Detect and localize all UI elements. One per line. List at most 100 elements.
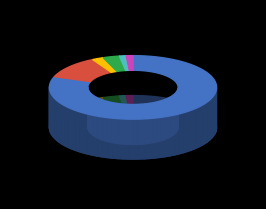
Polygon shape xyxy=(51,93,52,135)
Polygon shape xyxy=(126,56,133,70)
Polygon shape xyxy=(205,102,207,144)
Polygon shape xyxy=(119,104,122,144)
Polygon shape xyxy=(133,119,139,159)
Polygon shape xyxy=(198,106,202,147)
Polygon shape xyxy=(128,119,133,159)
Polygon shape xyxy=(123,119,128,159)
Polygon shape xyxy=(160,117,165,157)
Polygon shape xyxy=(139,119,144,159)
Polygon shape xyxy=(93,98,117,112)
Polygon shape xyxy=(155,102,158,142)
Polygon shape xyxy=(174,114,179,155)
Polygon shape xyxy=(183,112,188,153)
Polygon shape xyxy=(49,96,217,159)
Polygon shape xyxy=(79,112,83,153)
Polygon shape xyxy=(92,94,93,135)
Polygon shape xyxy=(100,99,102,140)
Polygon shape xyxy=(49,56,217,119)
Polygon shape xyxy=(59,102,62,144)
Polygon shape xyxy=(130,104,133,144)
Polygon shape xyxy=(49,89,50,131)
Polygon shape xyxy=(136,104,139,144)
Polygon shape xyxy=(75,110,79,152)
Polygon shape xyxy=(109,102,111,142)
Polygon shape xyxy=(126,96,133,110)
Polygon shape xyxy=(122,104,124,144)
Polygon shape xyxy=(62,104,65,146)
Polygon shape xyxy=(103,56,126,71)
Polygon shape xyxy=(175,92,176,133)
Polygon shape xyxy=(145,104,147,144)
Polygon shape xyxy=(117,119,123,159)
Polygon shape xyxy=(119,96,129,110)
Polygon shape xyxy=(93,96,94,136)
Polygon shape xyxy=(158,101,160,142)
Polygon shape xyxy=(104,101,106,141)
Polygon shape xyxy=(72,109,75,150)
Polygon shape xyxy=(103,96,126,111)
Polygon shape xyxy=(155,117,160,158)
Polygon shape xyxy=(179,113,183,154)
Polygon shape xyxy=(167,98,168,139)
Polygon shape xyxy=(68,107,72,149)
Polygon shape xyxy=(96,97,98,138)
Polygon shape xyxy=(91,93,92,134)
Polygon shape xyxy=(90,92,91,133)
Polygon shape xyxy=(153,102,155,143)
Polygon shape xyxy=(55,99,57,140)
Polygon shape xyxy=(191,109,195,150)
Polygon shape xyxy=(53,97,55,138)
Polygon shape xyxy=(89,91,90,132)
Polygon shape xyxy=(170,96,172,137)
Polygon shape xyxy=(202,104,205,145)
Polygon shape xyxy=(160,101,162,141)
Polygon shape xyxy=(169,115,174,156)
Polygon shape xyxy=(162,100,164,140)
Polygon shape xyxy=(144,119,149,159)
Polygon shape xyxy=(211,96,213,138)
Polygon shape xyxy=(98,98,100,139)
Polygon shape xyxy=(173,94,174,135)
Polygon shape xyxy=(54,99,111,121)
Polygon shape xyxy=(174,93,175,134)
Polygon shape xyxy=(176,91,177,132)
Polygon shape xyxy=(210,98,211,140)
Polygon shape xyxy=(50,91,51,133)
Polygon shape xyxy=(149,118,155,158)
Polygon shape xyxy=(213,94,215,136)
Polygon shape xyxy=(52,95,53,136)
Polygon shape xyxy=(165,116,169,157)
Polygon shape xyxy=(116,103,119,144)
Polygon shape xyxy=(93,58,117,72)
Polygon shape xyxy=(94,96,96,137)
Polygon shape xyxy=(172,95,173,136)
Polygon shape xyxy=(124,104,127,144)
Polygon shape xyxy=(168,97,170,138)
Polygon shape xyxy=(111,102,114,143)
Polygon shape xyxy=(57,101,59,142)
Polygon shape xyxy=(147,103,150,144)
Polygon shape xyxy=(216,88,217,130)
Polygon shape xyxy=(92,115,97,156)
Polygon shape xyxy=(114,103,116,143)
Polygon shape xyxy=(97,116,102,157)
Polygon shape xyxy=(88,114,92,155)
Polygon shape xyxy=(127,104,130,144)
Polygon shape xyxy=(215,90,216,132)
Polygon shape xyxy=(112,118,117,158)
Polygon shape xyxy=(102,117,107,158)
Polygon shape xyxy=(142,104,145,144)
Polygon shape xyxy=(133,104,136,144)
Polygon shape xyxy=(107,118,112,158)
Polygon shape xyxy=(54,60,111,82)
Polygon shape xyxy=(150,103,153,143)
Polygon shape xyxy=(195,107,198,149)
Polygon shape xyxy=(88,89,89,130)
Polygon shape xyxy=(139,104,142,144)
Polygon shape xyxy=(177,90,178,131)
Polygon shape xyxy=(119,56,129,70)
Polygon shape xyxy=(106,101,109,142)
Polygon shape xyxy=(83,113,88,154)
Polygon shape xyxy=(65,106,68,147)
Polygon shape xyxy=(164,99,167,140)
